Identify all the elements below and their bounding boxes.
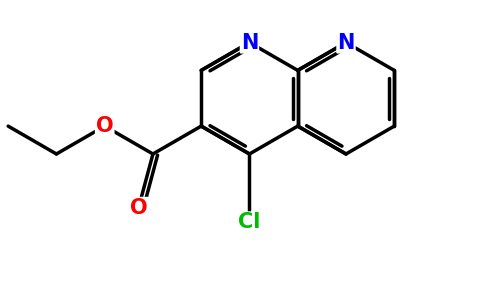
Text: Cl: Cl (238, 212, 261, 232)
Text: N: N (241, 32, 258, 52)
Text: O: O (130, 198, 147, 218)
Text: N: N (337, 32, 355, 52)
Text: O: O (96, 116, 113, 136)
